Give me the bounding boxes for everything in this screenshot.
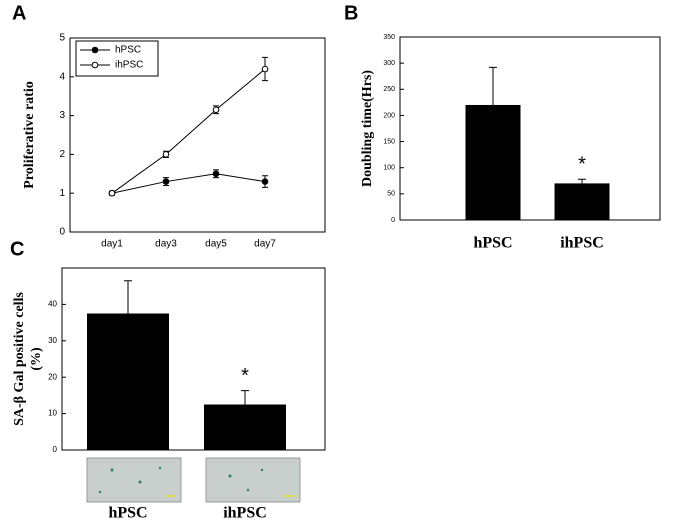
point	[162, 151, 170, 158]
significance-annotation: *	[578, 153, 586, 175]
legend-box	[75, 40, 159, 77]
y-tick-label: 300	[383, 60, 395, 67]
image	[86, 457, 182, 503]
plot-frame	[399, 36, 661, 221]
bar	[87, 313, 169, 450]
y-tick-label: 150	[383, 138, 395, 145]
point	[212, 170, 220, 178]
y-tick-label: 2	[59, 149, 65, 160]
error-bar	[241, 390, 249, 405]
plot-frame	[61, 267, 326, 451]
bar	[465, 104, 521, 220]
error-bar	[124, 280, 132, 314]
x-tick-label: day3	[155, 239, 177, 250]
point	[212, 106, 220, 114]
x-tick-label: ihPSC	[223, 505, 267, 521]
micrograph-2	[205, 457, 301, 503]
panel-label: A	[12, 2, 26, 24]
y-tick-label: 4	[59, 71, 65, 82]
y-tick-label: 5	[59, 33, 65, 44]
point	[261, 65, 269, 73]
y-axis-label: Proliferative ratio	[22, 81, 37, 188]
y-tick-label: 200	[383, 112, 395, 119]
y-tick-label: 20	[48, 372, 57, 381]
legend-label: ihPSC	[115, 60, 143, 71]
micrograph-1	[86, 457, 182, 503]
y-axis-label: SA-β Gal positive cells	[12, 292, 27, 426]
y-tick-label: 250	[383, 86, 395, 93]
series-line	[111, 68, 266, 194]
panel-label: C	[10, 238, 24, 260]
bar	[204, 404, 286, 450]
image	[205, 457, 301, 503]
plot-frame	[69, 37, 326, 233]
y-tick-label: 0	[53, 445, 58, 454]
legend-marker	[91, 46, 99, 54]
point	[162, 178, 170, 185]
point	[108, 189, 116, 197]
y-tick-label: 1	[59, 188, 65, 199]
error-bar	[489, 66, 497, 105]
y-tick-label: 3	[59, 110, 65, 121]
y-tick-label: 30	[48, 336, 57, 345]
y-tick-label: 350	[383, 34, 395, 41]
legend-label: hPSC	[115, 45, 141, 56]
significance-annotation: *	[241, 365, 249, 387]
x-tick-label: day1	[101, 239, 123, 250]
legend-marker	[91, 61, 99, 69]
series-line	[111, 173, 266, 194]
chart-panel: B Doubling time(Hrs) 0 50 100 150 200 250 300 350…	[344, 2, 661, 252]
y-tick-label: 50	[387, 191, 395, 198]
y-tick-label: 0	[391, 217, 395, 224]
chart-panel: C SA-β Gal positive cells (%) 0 10 20 30 40 hPSC…	[10, 238, 326, 522]
y-tick-label: 0	[59, 227, 65, 238]
chart-panel: A Proliferative ratio 0 1 2 3 4 5 day1 day3 day5 da…	[12, 2, 326, 250]
y-axis-label: Doubling time(Hrs)	[360, 70, 375, 187]
error-bar	[578, 178, 586, 184]
x-tick-label: hPSC	[108, 505, 147, 521]
panel-label: B	[344, 2, 358, 24]
y-tick-label: 10	[48, 409, 57, 418]
x-tick-label: day7	[254, 239, 276, 250]
x-tick-label: day5	[205, 239, 227, 250]
x-tick-label: hPSC	[473, 235, 512, 252]
x-tick-label: ihPSC	[560, 235, 604, 252]
point	[261, 178, 269, 185]
y-tick-label: 100	[383, 165, 395, 172]
bar	[554, 183, 610, 220]
y-tick-label: 40	[48, 300, 57, 309]
y-axis-label: (%)	[29, 347, 44, 371]
